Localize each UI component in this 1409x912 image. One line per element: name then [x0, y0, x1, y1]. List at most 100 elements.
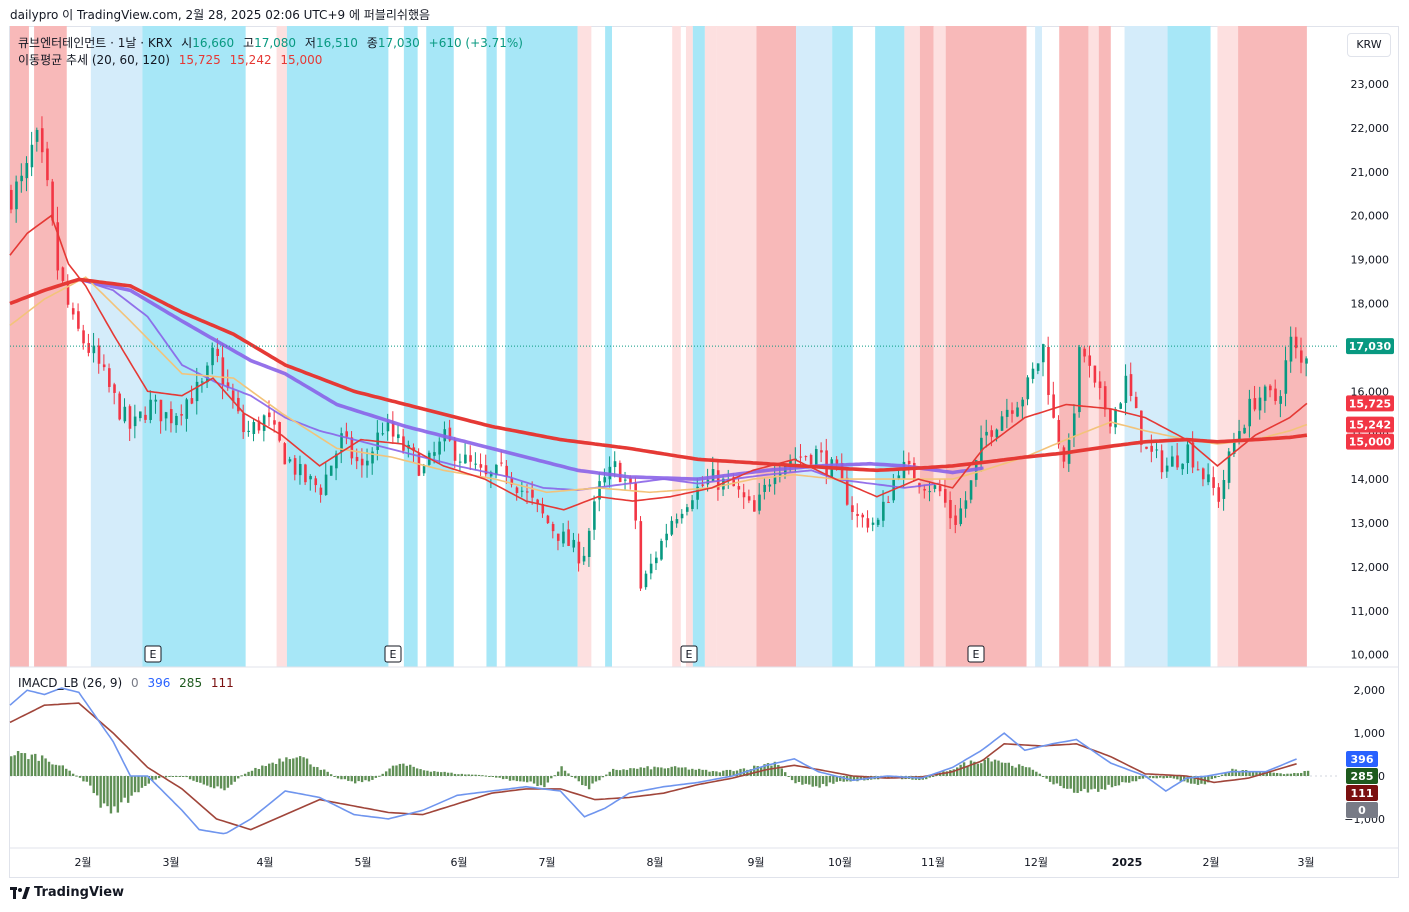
candle-body: [809, 454, 813, 465]
histogram-bar: [495, 776, 498, 778]
histogram-bar: [598, 776, 601, 781]
histogram-bar: [818, 776, 821, 788]
earnings-marker-label: E: [390, 648, 397, 661]
candle-body: [1134, 396, 1138, 409]
histogram-bar: [329, 774, 333, 776]
earnings-marker-box: [680, 645, 698, 663]
candle-body: [737, 486, 741, 490]
time-tick-label: 7월: [538, 856, 555, 869]
candle-body: [185, 399, 189, 419]
histogram-bar: [37, 760, 40, 776]
candle-body: [495, 464, 498, 475]
histogram-bar: [1176, 776, 1179, 780]
candle-body: [1155, 449, 1159, 451]
histogram-bar: [212, 776, 216, 789]
candle-body: [309, 476, 312, 480]
candle-body: [969, 480, 973, 500]
histogram-bar: [1279, 773, 1282, 776]
histogram-bar: [546, 776, 550, 783]
macd-label-text: 396: [1351, 753, 1374, 766]
histogram-bar: [391, 765, 395, 776]
band-cyan: [692, 26, 705, 667]
tradingview-logo-icon: [10, 886, 30, 899]
earnings-marker-box: [384, 645, 402, 663]
price-tick-label: 18,000: [1351, 298, 1390, 311]
candle-body: [164, 412, 168, 419]
currency-button[interactable]: KRW: [1347, 33, 1391, 57]
candle-body: [959, 508, 963, 525]
candle-body: [1150, 445, 1153, 452]
candle-body: [195, 381, 199, 402]
ma20-line: [9, 214, 1308, 511]
histogram-bar: [388, 768, 391, 776]
histogram-bar: [1196, 776, 1200, 785]
histogram-bar: [27, 759, 30, 776]
histogram-bar: [1107, 776, 1110, 785]
histogram-bar: [1289, 773, 1293, 776]
histogram-bar: [501, 776, 505, 780]
histogram-bar: [250, 770, 254, 776]
candle-body: [221, 357, 225, 385]
candle-body: [871, 522, 875, 525]
histogram-bar: [1282, 774, 1286, 776]
candle-body: [856, 513, 859, 516]
candle-body: [526, 491, 529, 493]
histogram-bar: [825, 776, 828, 787]
histogram-bar: [581, 776, 584, 786]
band-red: [1098, 26, 1111, 667]
price-tick-label: 22,000: [1351, 122, 1390, 135]
band-cyan: [605, 26, 612, 667]
histogram-bar: [137, 776, 140, 793]
histogram-bar: [247, 771, 250, 776]
histogram-bar: [47, 761, 51, 776]
candle-body: [200, 381, 204, 383]
candle-body: [237, 397, 240, 412]
macd-v0: 0: [130, 676, 139, 690]
histogram-bar: [157, 776, 161, 779]
price-label-text: 17,030: [1349, 340, 1392, 353]
histogram-bar: [625, 769, 629, 776]
histogram-bar: [1303, 770, 1306, 776]
candle-body: [1005, 409, 1009, 417]
candle-body: [97, 345, 101, 364]
histogram-bar: [457, 774, 460, 776]
histogram-bar: [164, 776, 168, 778]
candle-body: [1217, 487, 1221, 502]
histogram-bar: [1210, 776, 1213, 780]
candle-body: [1238, 431, 1241, 440]
histogram-bar: [323, 769, 326, 776]
candle-body: [1212, 477, 1215, 488]
price-tick-label: 13,000: [1351, 517, 1390, 530]
histogram-bar: [199, 776, 202, 783]
candle-body: [154, 399, 158, 402]
candle-body: [680, 513, 684, 519]
histogram-bar: [687, 769, 691, 776]
histogram-bar: [419, 769, 422, 776]
candle-body: [510, 477, 514, 485]
histogram-bar: [563, 770, 567, 776]
candle-body: [20, 175, 23, 182]
histogram-bar: [560, 766, 563, 776]
histogram-bar: [969, 760, 973, 776]
candle-body: [433, 452, 436, 456]
candle-body: [753, 500, 756, 512]
ma-long-line: [78, 277, 984, 481]
histogram-bar: [44, 758, 47, 776]
macd-legend: IMACD_LB (26, 9) 0 396 285 111: [18, 676, 234, 690]
histogram-bar: [584, 776, 587, 786]
histogram-bar: [65, 768, 68, 776]
histogram-bar: [732, 771, 735, 776]
histogram-bar: [257, 769, 261, 776]
candle-body: [257, 420, 261, 431]
candle-body: [820, 450, 823, 453]
candle-body: [1176, 455, 1179, 468]
histogram-bar: [264, 765, 267, 776]
histogram-bar: [1076, 776, 1079, 793]
histogram-bar: [976, 763, 980, 776]
histogram-bar: [698, 768, 701, 776]
time-tick-label: 4월: [256, 856, 273, 869]
candle-body: [1140, 410, 1143, 445]
band-pink: [1217, 26, 1239, 667]
histogram-bar: [973, 761, 976, 776]
